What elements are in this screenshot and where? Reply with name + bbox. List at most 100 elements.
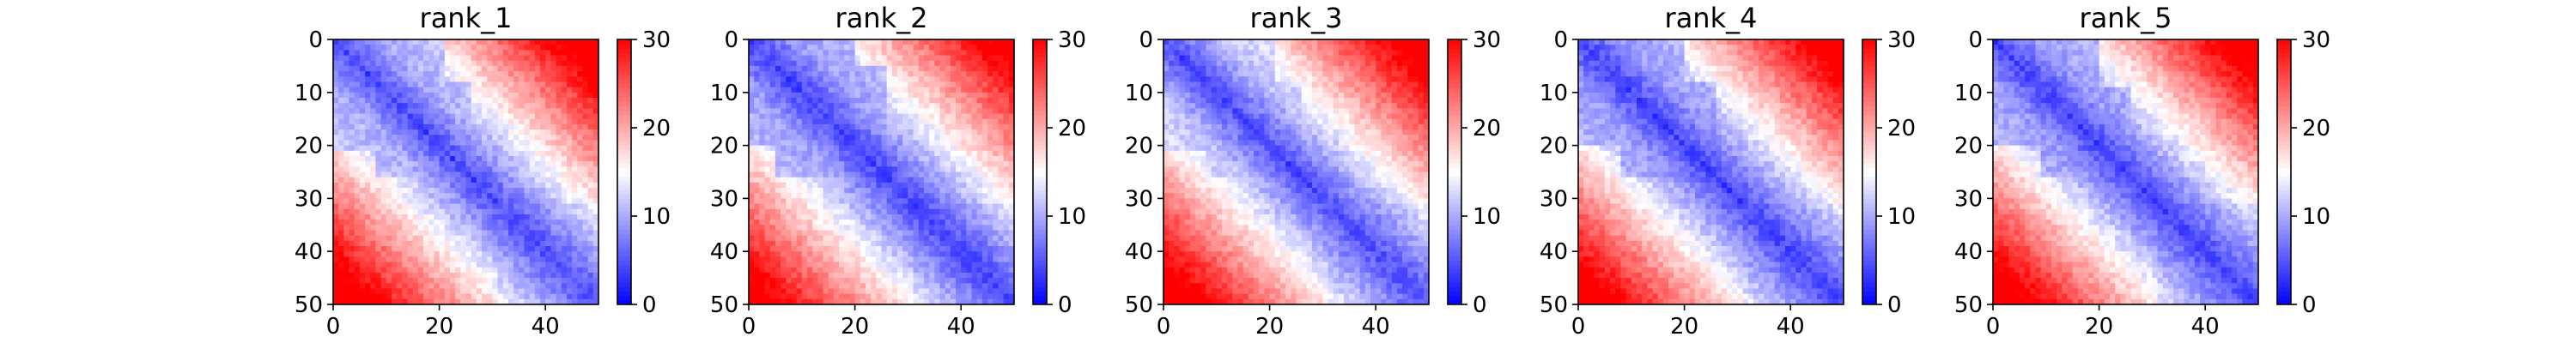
heatmap-cell — [891, 145, 898, 152]
heatmap-cell — [939, 60, 946, 67]
heatmap-cell — [582, 182, 589, 189]
heatmap-cell — [749, 113, 755, 120]
heatmap-cell — [343, 145, 349, 152]
heatmap-cell — [891, 283, 898, 289]
heatmap-cell — [956, 150, 962, 157]
heatmap-cell — [860, 108, 866, 114]
heatmap-cell — [749, 55, 755, 62]
heatmap-cell — [333, 230, 339, 237]
heatmap-cell — [806, 256, 813, 262]
heatmap-cell — [934, 235, 940, 242]
heatmap-cell — [976, 103, 983, 109]
heatmap-cell — [471, 293, 477, 300]
heatmap-cell — [417, 267, 424, 274]
heatmap-cell — [934, 92, 940, 99]
heatmap-cell — [492, 97, 498, 104]
heatmap-cell — [956, 129, 962, 135]
heatmap-cell — [561, 140, 568, 146]
heatmap-cell — [476, 256, 483, 262]
heatmap-cell — [754, 240, 760, 247]
heatmap-cell — [397, 177, 403, 184]
heatmap-cell — [529, 278, 536, 284]
heatmap-cell — [961, 103, 967, 109]
heatmap-cell — [529, 103, 536, 109]
heatmap-cell — [934, 118, 940, 125]
heatmap-cell — [759, 172, 765, 178]
heatmap-cell — [439, 129, 446, 135]
heatmap-cell — [455, 145, 461, 152]
heatmap-cell — [886, 92, 893, 99]
heatmap-cell — [759, 246, 765, 252]
heatmap-cell — [428, 97, 434, 104]
heatmap-cell — [849, 240, 855, 247]
heatmap-cell — [934, 267, 940, 274]
heatmap-cell — [365, 262, 371, 268]
heatmap-cell — [945, 177, 951, 184]
heatmap-cell — [854, 198, 861, 204]
heatmap-cell — [860, 193, 866, 199]
heatmap-cell — [370, 166, 376, 172]
heatmap-cell — [487, 262, 493, 268]
heatmap-cell — [359, 214, 366, 220]
heatmap-cell — [950, 288, 957, 295]
heatmap-cell — [754, 87, 760, 93]
heatmap-cell — [582, 39, 589, 45]
heatmap-cell — [550, 155, 556, 162]
heatmap-cell — [1003, 45, 1010, 51]
heatmap-cell — [417, 145, 424, 152]
heatmap-cell — [354, 246, 361, 252]
heatmap-cell — [338, 193, 344, 199]
heatmap-cell — [397, 198, 403, 204]
heatmap-cell — [749, 208, 755, 215]
heatmap-cell — [918, 161, 925, 167]
heatmap-cell — [865, 135, 872, 141]
heatmap-cell — [519, 60, 525, 67]
heatmap-cell — [891, 262, 898, 268]
heatmap-cell — [876, 145, 882, 152]
heatmap-cell — [1008, 272, 1015, 279]
heatmap-cell — [471, 182, 477, 189]
heatmap-cell — [923, 203, 930, 210]
heatmap-cell — [854, 182, 861, 189]
heatmap-cell — [806, 214, 813, 220]
colorbar-segment — [617, 136, 631, 141]
heatmap-cell — [754, 39, 760, 45]
heatmap-cell — [592, 225, 599, 231]
heatmap-cell — [359, 145, 366, 152]
heatmap-cell — [828, 55, 835, 62]
heatmap-cell — [428, 230, 434, 237]
heatmap-cell — [823, 182, 829, 189]
heatmap-cell — [987, 50, 993, 56]
heatmap-cell — [455, 230, 461, 237]
heatmap-cell — [476, 108, 483, 114]
heatmap-cell — [534, 208, 541, 215]
heatmap-cell — [465, 193, 472, 199]
heatmap-cell — [529, 150, 536, 157]
heatmap-cell — [566, 45, 573, 51]
heatmap-cell — [860, 65, 866, 72]
heatmap-cell — [945, 92, 951, 99]
heatmap-cell — [844, 188, 850, 194]
heatmap-cell — [412, 145, 419, 152]
heatmap-cell — [566, 288, 573, 295]
heatmap-cell — [945, 240, 951, 247]
heatmap-cell — [471, 225, 477, 231]
heatmap-cell — [786, 155, 792, 162]
heatmap-cell — [529, 55, 536, 62]
heatmap-cell — [929, 235, 935, 242]
heatmap-cell — [412, 76, 419, 82]
heatmap-cell — [343, 283, 349, 289]
heatmap-cell — [876, 150, 882, 157]
heatmap-cell — [577, 103, 583, 109]
heatmap-cell — [561, 97, 568, 104]
heatmap-cell — [865, 60, 872, 67]
heatmap-cell — [375, 92, 382, 99]
heatmap-cell — [806, 135, 813, 141]
heatmap-cell — [402, 262, 408, 268]
heatmap-cell — [976, 76, 983, 82]
heatmap-cell — [545, 288, 551, 295]
heatmap-cell — [465, 150, 472, 157]
heatmap-cell — [786, 150, 792, 157]
heatmap-cell — [902, 76, 908, 82]
heatmap-cell — [886, 123, 893, 130]
